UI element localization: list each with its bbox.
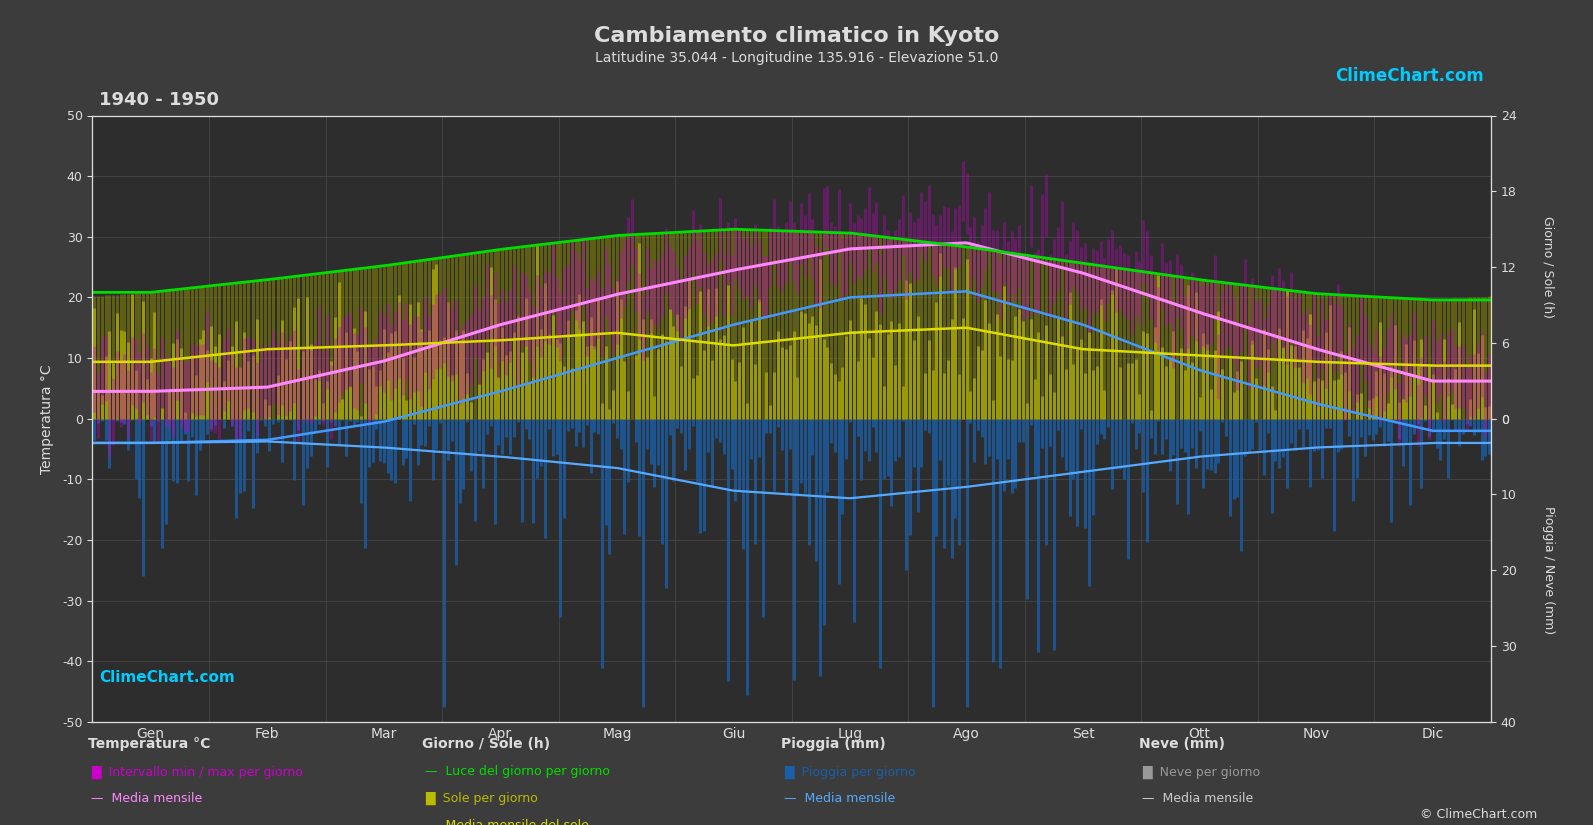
- Text: Cambiamento climatico in Kyoto: Cambiamento climatico in Kyoto: [594, 26, 999, 46]
- Text: Giorno / Sole (h): Giorno / Sole (h): [422, 738, 550, 752]
- Text: —  Media mensile: — Media mensile: [91, 792, 202, 805]
- Text: █  Intervallo min / max per giorno: █ Intervallo min / max per giorno: [91, 766, 303, 779]
- Text: Giorno / Sole (h): Giorno / Sole (h): [1542, 216, 1555, 318]
- Text: ClimeChart.com: ClimeChart.com: [1335, 67, 1485, 85]
- Text: █  Sole per giorno: █ Sole per giorno: [425, 792, 538, 805]
- Text: █  Pioggia per giorno: █ Pioggia per giorno: [784, 766, 916, 779]
- Text: Neve (mm): Neve (mm): [1139, 738, 1225, 752]
- Text: —  Luce del giorno per giorno: — Luce del giorno per giorno: [425, 766, 610, 779]
- Y-axis label: Temperatura °C: Temperatura °C: [40, 364, 54, 474]
- Text: —  Media mensile: — Media mensile: [1142, 792, 1254, 805]
- Text: © ClimeChart.com: © ClimeChart.com: [1419, 808, 1537, 822]
- Text: ClimeChart.com: ClimeChart.com: [99, 671, 236, 686]
- Text: Temperatura °C: Temperatura °C: [88, 738, 210, 752]
- Text: 1940 - 1950: 1940 - 1950: [99, 92, 220, 110]
- Text: Pioggia / Neve (mm): Pioggia / Neve (mm): [1542, 507, 1555, 634]
- Text: —  Media mensile: — Media mensile: [784, 792, 895, 805]
- Text: —  Media mensile del sole: — Media mensile del sole: [425, 819, 589, 825]
- Text: █  Neve per giorno: █ Neve per giorno: [1142, 766, 1260, 779]
- Text: Pioggia (mm): Pioggia (mm): [781, 738, 886, 752]
- Text: Latitudine 35.044 - Longitudine 135.916 - Elevazione 51.0: Latitudine 35.044 - Longitudine 135.916 …: [594, 51, 999, 65]
